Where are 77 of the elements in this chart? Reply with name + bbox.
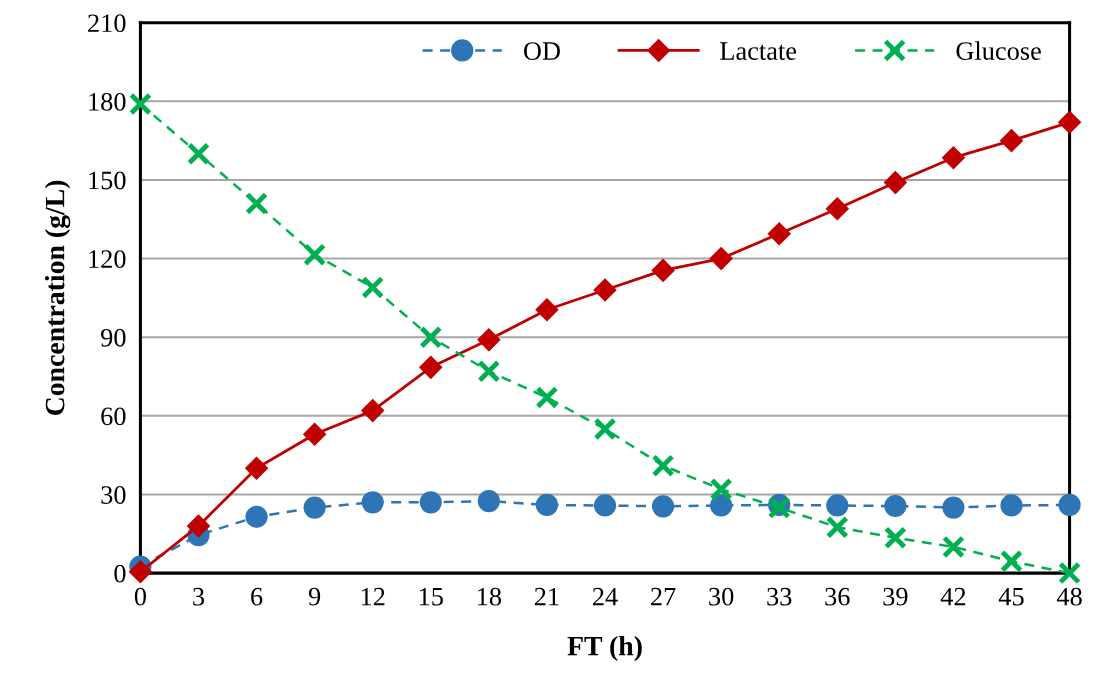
- y-tick-label: 30: [101, 486, 126, 504]
- point: [593, 278, 617, 302]
- point: [245, 505, 268, 528]
- y-tick-label: 0: [114, 564, 126, 583]
- x-tick-label: 12: [361, 587, 385, 606]
- point: [128, 560, 152, 584]
- point: [1000, 549, 1023, 573]
- point: [303, 422, 327, 446]
- point: [477, 359, 501, 383]
- point: [651, 454, 675, 478]
- point: [884, 494, 907, 518]
- point: [651, 258, 675, 282]
- point: [361, 399, 385, 423]
- x-tick-label: 33: [767, 587, 792, 606]
- point: [361, 275, 385, 299]
- point: [709, 247, 733, 271]
- x-tick-label: 15: [419, 587, 443, 606]
- y-tick-label: 210: [88, 14, 126, 33]
- y-tick-label: 120: [89, 250, 126, 269]
- point: [245, 456, 269, 480]
- x-tick-label: 0: [134, 587, 147, 606]
- legend-label: Glucose: [956, 41, 1041, 60]
- x-tick-label: 21: [534, 587, 559, 606]
- point: [941, 146, 965, 170]
- x-axis-title: FT (h): [567, 635, 642, 662]
- x-tick-label: 24: [592, 587, 618, 606]
- point: [187, 142, 210, 166]
- point: [535, 298, 559, 322]
- point: [419, 325, 443, 349]
- point: [825, 515, 849, 539]
- x-tick-label: 36: [825, 587, 850, 606]
- point: [767, 222, 791, 246]
- y-tick-label: 150: [89, 171, 126, 190]
- point: [535, 493, 559, 517]
- point: [419, 491, 442, 514]
- point: [477, 489, 500, 513]
- point: [303, 243, 327, 267]
- point: [825, 197, 849, 221]
- point: [419, 355, 443, 379]
- x-tick-label: 27: [651, 587, 676, 606]
- point: [128, 92, 152, 116]
- point: [1000, 494, 1023, 517]
- point: [245, 192, 269, 216]
- y-tick-label: 90: [100, 328, 126, 347]
- point: [361, 491, 384, 514]
- x-tick-label: 3: [193, 587, 205, 606]
- point: [535, 386, 559, 409]
- x-tick-label: 39: [883, 587, 908, 606]
- point: [709, 477, 733, 501]
- x-tick-label: 45: [998, 587, 1024, 606]
- point: [941, 535, 965, 559]
- x-tick-label: 30: [709, 587, 734, 606]
- point: [593, 494, 617, 517]
- y-tick-label: 60: [101, 407, 126, 426]
- point: [1058, 110, 1082, 134]
- y-tick-label: 180: [89, 92, 126, 111]
- x-tick-label: 18: [477, 587, 502, 606]
- point: [710, 494, 733, 517]
- point: [477, 328, 501, 352]
- legend-label: Lactate: [720, 42, 797, 60]
- point: [883, 526, 907, 550]
- x-tick-label: 9: [308, 587, 321, 606]
- point: [651, 495, 675, 518]
- point: [1000, 129, 1024, 153]
- x-tick-label: 48: [1056, 587, 1082, 606]
- point: [186, 514, 210, 538]
- x-tick-label: 42: [940, 587, 966, 606]
- point: [593, 417, 617, 441]
- x-tick-label: 6: [251, 587, 263, 606]
- point: [303, 496, 326, 519]
- point: [942, 496, 965, 519]
- point: [883, 171, 907, 195]
- legend-label: OD: [524, 42, 560, 60]
- y-axis-title: Concentration (g/L): [44, 180, 71, 415]
- point: [1058, 493, 1081, 517]
- point: [1058, 561, 1082, 585]
- point: [826, 494, 849, 517]
